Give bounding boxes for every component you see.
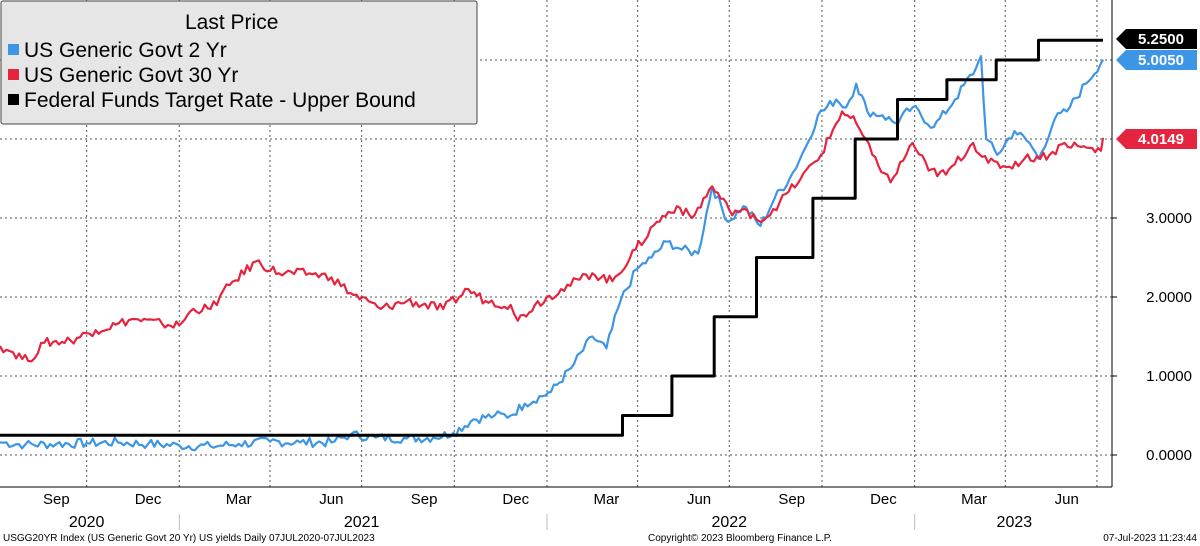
y-tick-label: 0.0000 bbox=[1146, 447, 1192, 464]
x-tick-label: Jun bbox=[319, 491, 343, 508]
year-label: 2023 bbox=[997, 514, 1033, 531]
last-value-tag-label: 5.0050 bbox=[1138, 52, 1184, 69]
x-tick-label: Mar bbox=[961, 491, 987, 508]
year-label: 2021 bbox=[344, 514, 380, 531]
footer-left: USGG20YR Index (US Generic Govt 20 Yr) U… bbox=[3, 533, 375, 544]
x-tick-label: Jun bbox=[687, 491, 711, 508]
series-line-3 bbox=[0, 38, 1103, 437]
legend-swatch-3 bbox=[8, 94, 19, 105]
last-value-tags: 5.2500 5.0050 4.0149 bbox=[1116, 29, 1197, 149]
y-tick-label: 1.0000 bbox=[1146, 368, 1192, 385]
legend-box bbox=[0, 0, 478, 125]
year-label: 2020 bbox=[69, 514, 105, 531]
x-tick-label: Jun bbox=[1055, 491, 1079, 508]
last-value-tag-label: 5.2500 bbox=[1138, 31, 1184, 48]
y-tick-label: 2.0000 bbox=[1146, 289, 1192, 306]
series-layer bbox=[0, 38, 1105, 452]
series-line-2 bbox=[0, 110, 1105, 363]
legend-swatch-2 bbox=[8, 69, 19, 80]
x-tick-label: Sep bbox=[411, 491, 438, 508]
x-tick-label: Mar bbox=[226, 491, 252, 508]
last-value-tag-3: 5.2500 bbox=[1116, 29, 1197, 49]
footer-right: 07-Jul-2023 11:23:44 bbox=[1103, 533, 1197, 544]
year-label: 2022 bbox=[711, 514, 747, 531]
footer: USGG20YR Index (US Generic Govt 20 Yr) U… bbox=[3, 533, 1197, 544]
series-line-1 bbox=[0, 55, 1104, 452]
x-tick-label: Dec bbox=[870, 491, 897, 508]
x-tick-label: Sep bbox=[43, 491, 70, 508]
last-value-tag-bg bbox=[1116, 29, 1197, 49]
last-value-tag-2: 4.0149 bbox=[1116, 129, 1197, 149]
legend-label-3: Federal Funds Target Rate - Upper Bound bbox=[24, 89, 416, 112]
legend-title: Last Price bbox=[185, 11, 278, 34]
last-value-tag-label: 4.0149 bbox=[1138, 131, 1184, 148]
legend-label-2: US Generic Govt 30 Yr bbox=[24, 64, 238, 87]
axis-layer: 0.0000 1.0000 2.0000 3.0000 Sep Dec Mar Jun Sep D… bbox=[0, 0, 1192, 531]
x-tick-label: Sep bbox=[778, 491, 805, 508]
x-tick-label: Mar bbox=[593, 491, 619, 508]
x-tick-label: Dec bbox=[502, 491, 529, 508]
legend-swatch-1 bbox=[8, 44, 19, 55]
last-value-tag-bg bbox=[1116, 50, 1197, 70]
last-value-tag-bg bbox=[1116, 129, 1197, 149]
last-value-tag-1: 5.0050 bbox=[1116, 50, 1197, 70]
x-tick-label: Dec bbox=[135, 491, 162, 508]
y-tick-label: 3.0000 bbox=[1146, 210, 1192, 227]
legend-label-1: US Generic Govt 2 Yr bbox=[24, 39, 227, 62]
grid-layer bbox=[0, 0, 1112, 487]
footer-center: Copyright© 2023 Bloomberg Finance L.P. bbox=[648, 533, 832, 544]
